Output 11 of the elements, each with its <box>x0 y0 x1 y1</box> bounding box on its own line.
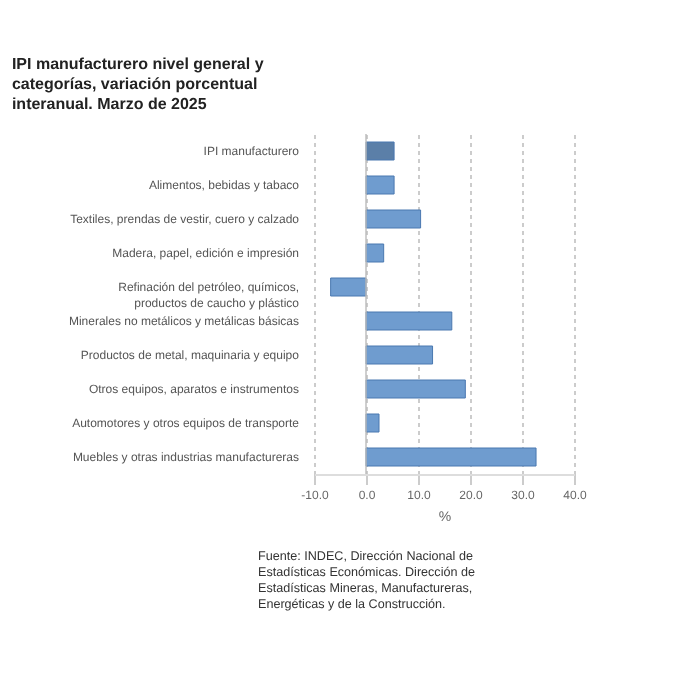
bar <box>365 243 385 263</box>
bar <box>365 209 422 229</box>
bar <box>365 413 380 433</box>
bar <box>365 175 395 195</box>
bar <box>365 141 395 161</box>
bar <box>330 277 367 297</box>
bar <box>365 379 466 399</box>
bar <box>365 311 453 331</box>
bar <box>365 447 537 467</box>
bar <box>365 345 434 365</box>
text: IPI manufacturero nivel general y categorías, variación porcentual interanual. Marzo de 2025 <box>11 55 265 114</box>
